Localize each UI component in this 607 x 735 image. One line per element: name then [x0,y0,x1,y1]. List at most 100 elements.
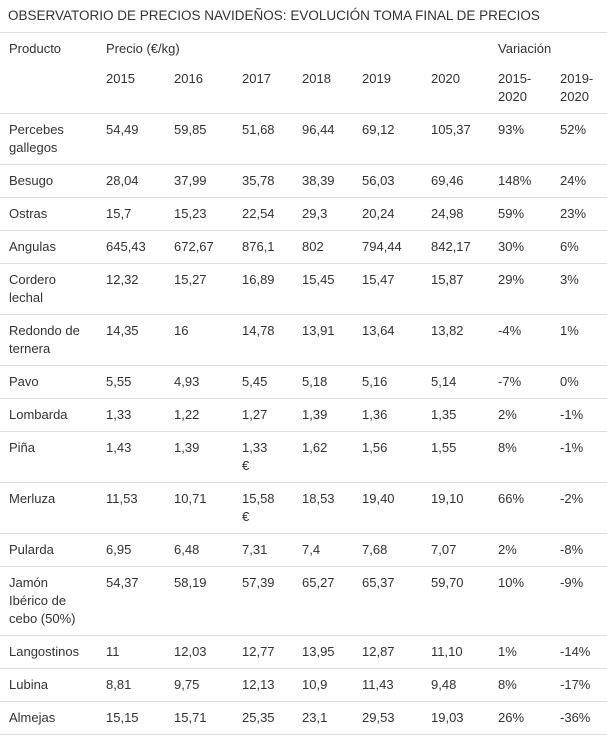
variation-2019-2020-cell: 52% [560,113,607,165]
product-name: Pavo [9,374,39,389]
price-value: € [242,509,250,524]
variation-2015-2020-cell: 59% [498,197,561,231]
table-row: Ostras 15,7 15,23 22,54 29,3 20,24 24,98 59% 23% [0,197,607,231]
price-value: 22,54 [242,206,275,221]
price-value: 15,58 [242,491,275,506]
price-cell: 51,68 [242,113,302,165]
product-name-cell: Pularda [0,533,106,567]
header-variation-2019-2020: 2019- 2020 [560,65,607,114]
price-cell: 1,35 [431,398,499,432]
price-cell: 5,45 [242,365,302,399]
product-name: cebo (50%) [9,611,76,626]
price-cell: 59,85 [174,113,242,165]
price-cell: 794,44 [362,230,431,264]
price-cell: 15,71 [174,701,242,735]
header-year-2017: 2017 [242,65,302,114]
variation-2015-2020-cell: 26% [498,701,561,735]
price-cell: 23,1 [302,701,362,735]
variation-2019-2020-cell: -36% [560,701,607,735]
variation-2015-2020-cell: 93% [498,113,561,165]
price-value: 12,77 [242,644,275,659]
price-cell: 11,43 [362,668,431,702]
table-row: Piña 1,43 1,39 1,33 €1,62 1,56 1,55 8% -1% [0,431,607,483]
variation-2019-2020-cell: 23% [560,197,607,231]
product-name: Almejas [9,710,56,725]
product-name: Redondo de [9,323,80,338]
price-cell: 1,56 [362,431,431,483]
price-value: 16,89 [242,272,275,287]
price-cell: 4,93 [174,365,242,399]
price-cell: 19,10 [431,482,499,534]
price-cell: 7,07 [431,533,499,567]
price-cell: 15,15 [106,701,174,735]
price-cell: 6,48 [174,533,242,567]
product-name: Lombarda [9,407,68,422]
price-cell: 10,9 [302,668,362,702]
price-table-body: Producto Precio (€/kg) Variación 2015 20… [0,33,607,735]
price-value: 51,68 [242,122,275,137]
variation-2015-2020-cell: 10% [498,566,561,636]
header-var-a-line2: 2020 [498,89,527,104]
price-cell: 7,4 [302,533,362,567]
price-cell: 19,40 [362,482,431,534]
product-name: Angulas [9,239,56,254]
price-cell: 18,53 [302,482,362,534]
variation-2015-2020-cell: 66% [498,482,561,534]
price-cell: 5,55 [106,365,174,399]
variation-2019-2020-cell: 3% [560,263,607,315]
price-cell: 15,23 [174,197,242,231]
header-row-top: Producto Precio (€/kg) Variación [0,33,607,65]
variation-2015-2020-cell: 29% [498,263,561,315]
price-cell: 96,44 [302,113,362,165]
price-cell: 1,33 € [242,431,302,483]
header-var-a-line1: 2015- [498,71,532,86]
price-cell: 15,47 [362,263,431,315]
price-cell: 22,54 [242,197,302,231]
table-row: Merluza 11,53 10,71 15,58 €18,53 19,40 19,10 66… [0,482,607,534]
price-cell: 13,91 [302,314,362,366]
price-cell: 11 [106,635,174,669]
table-row: Jamón Ibérico de cebo (50%) 54,37 58,19 57,39… [0,566,607,636]
header-empty [0,65,106,114]
price-cell: 16,89 [242,263,302,315]
price-cell: 28,04 [106,164,174,198]
price-value: 35,78 [242,173,275,188]
product-name: Ostras [9,206,48,221]
price-cell: 12,87 [362,635,431,669]
product-name: Cordero [9,272,56,287]
product-name-cell: Redondo de ternera [0,314,106,366]
product-name: gallegos [9,140,58,155]
price-cell: 14,35 [106,314,174,366]
price-cell: 842,17 [431,230,499,264]
price-cell: 9,75 [174,668,242,702]
header-variation: Variación [498,41,552,56]
price-cell: 12,32 [106,263,174,315]
product-name-cell: Angulas [0,230,106,264]
header-row-years: 2015 2016 2017 2018 2019 2020 2015- 2020 … [0,65,607,114]
price-cell: 11,53 [106,482,174,534]
table-row: Percebes gallegos 54,49 59,85 51,68 96,44 69,1… [0,113,607,165]
product-name-cell: Langostinos [0,635,106,669]
product-name-cell: Percebes gallegos [0,113,106,165]
product-name-cell: Jamón Ibérico de cebo (50%) [0,566,106,636]
variation-2019-2020-cell: -9% [560,566,607,636]
product-name-cell: Besugo [0,164,106,198]
variation-2019-2020-cell: -2% [560,482,607,534]
price-cell: 13,82 [431,314,499,366]
product-name-cell: Cordero lechal [0,263,106,315]
price-cell: 1,22 [174,398,242,432]
price-cell: 15,58 € [242,482,302,534]
product-name: Percebes [9,122,64,137]
price-cell: 8,81 [106,668,174,702]
variation-2019-2020-cell: 1% [560,314,607,366]
header-year-2020: 2020 [431,65,499,114]
product-name-cell: Almejas [0,701,106,735]
price-value: € [242,458,250,473]
price-cell: 7,68 [362,533,431,567]
header-year-2015: 2015 [106,65,174,114]
price-table: Producto Precio (€/kg) Variación 2015 20… [0,33,607,735]
price-value: 876,1 [242,239,275,254]
price-cell: 1,36 [362,398,431,432]
price-cell: 65,27 [302,566,362,636]
